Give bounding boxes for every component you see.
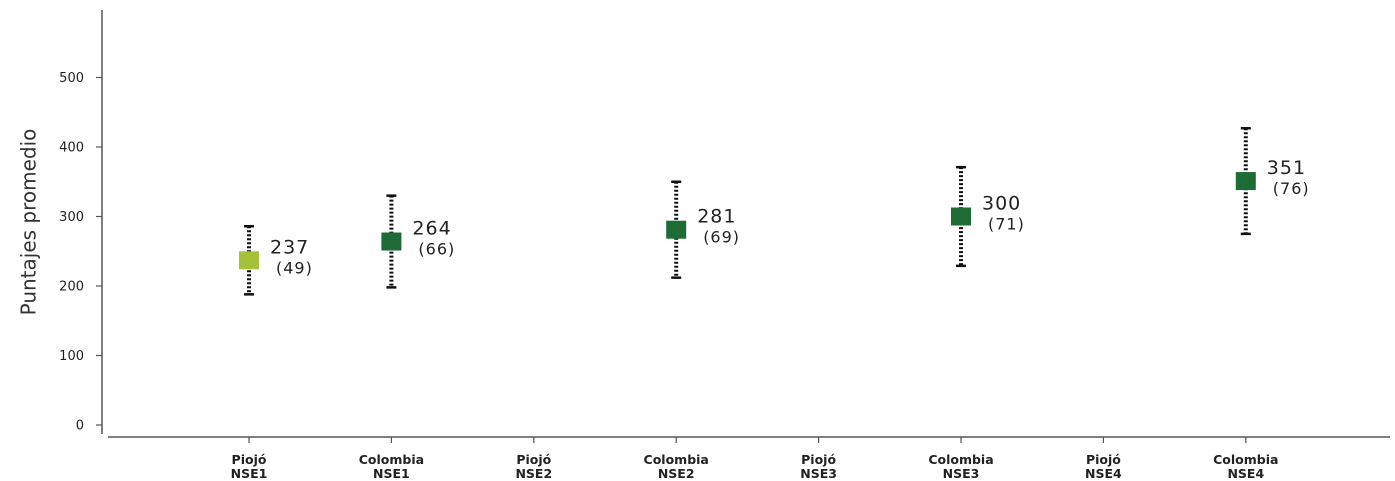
mean-marker <box>381 232 402 251</box>
y-tick-label: 100 <box>59 349 84 364</box>
data-point-group: 351(76) <box>1235 126 1310 236</box>
y-tick-label: 0 <box>76 419 84 434</box>
x-category-label: Piojó NSE4 <box>1085 452 1122 481</box>
sd-value-label: (71) <box>988 215 1025 234</box>
mean-marker <box>951 207 971 226</box>
y-tick-label: 500 <box>59 71 84 86</box>
x-category-line2: NSE1 <box>373 466 410 481</box>
x-category-line2: NSE1 <box>231 466 268 481</box>
x-category-line1: Colombia <box>359 452 424 467</box>
sd-value-label: (49) <box>276 258 313 277</box>
x-category-line2: NSE4 <box>1085 466 1122 481</box>
x-category-label: Piojó NSE1 <box>231 452 268 481</box>
x-category-label: Colombia NSE3 <box>928 452 993 481</box>
x-category-line1: Colombia <box>928 452 993 467</box>
mean-value-label: 351 <box>1267 157 1306 179</box>
mean-value-label: 300 <box>982 193 1021 215</box>
y-ticks: 0 100 200 300 400 500 <box>59 71 102 434</box>
y-axis-label: Puntajes promedio <box>17 129 41 316</box>
x-category-label: Colombia NSE2 <box>644 452 709 481</box>
x-category-line2: NSE2 <box>515 466 552 481</box>
x-category-line2: NSE3 <box>800 466 837 481</box>
x-category-line2: NSE2 <box>658 466 695 481</box>
axes <box>101 10 1390 438</box>
x-category-line2: NSE4 <box>1227 466 1264 481</box>
data-points: 237(49) 264(66) 281(69) 300(71) 351(76) <box>239 126 1310 296</box>
mean-value-label: 237 <box>270 236 309 258</box>
data-point-group: 264(66) <box>381 194 455 289</box>
data-point-group: 281(69) <box>666 180 740 279</box>
x-category-line1: Piojó <box>1086 452 1121 467</box>
x-category-line1: Piojó <box>801 452 836 467</box>
data-point-group: 300(71) <box>951 165 1025 268</box>
mean-marker <box>1235 172 1256 191</box>
mean-marker <box>239 251 259 270</box>
sd-value-label: (69) <box>703 228 740 247</box>
x-category-line1: Piojó <box>516 452 551 467</box>
x-category-label: Piojó NSE2 <box>515 452 552 481</box>
y-tick-label: 400 <box>59 141 84 156</box>
data-point-group: 237(49) <box>239 224 313 296</box>
mean-value-label: 281 <box>697 206 736 228</box>
sd-value-label: (66) <box>418 240 455 259</box>
x-category-label: Colombia NSE1 <box>359 452 424 481</box>
mean-marker <box>666 220 687 239</box>
x-category-line1: Piojó <box>232 452 267 467</box>
x-category-label: Piojó NSE3 <box>800 452 837 481</box>
y-tick-label: 300 <box>59 210 84 225</box>
y-tick-label: 200 <box>59 280 84 295</box>
x-category-label: Colombia NSE4 <box>1213 452 1278 481</box>
sd-value-label: (76) <box>1273 179 1310 198</box>
x-category-line1: Colombia <box>1213 452 1278 467</box>
mean-value-label: 264 <box>412 218 451 240</box>
x-category-line1: Colombia <box>644 452 709 467</box>
x-category-line2: NSE3 <box>943 466 980 481</box>
